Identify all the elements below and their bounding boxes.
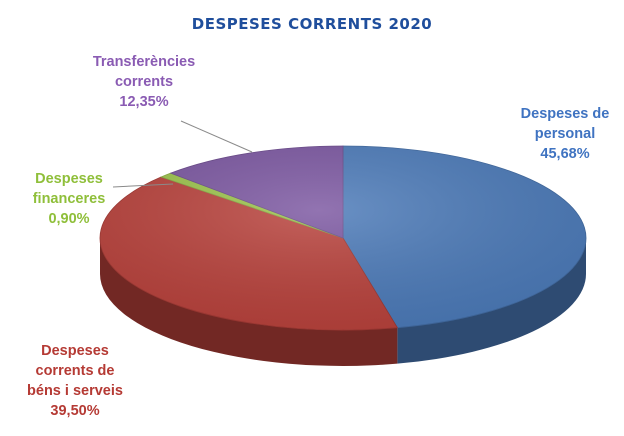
slice-label-group: Transferències corrents 12,35% [93, 54, 195, 110]
slice-label-group: Despeses financeres 0,90% [33, 171, 106, 227]
slice-label: corrents de [36, 363, 115, 379]
slice-label: personal [535, 126, 595, 142]
slice-label: Despeses [35, 171, 103, 187]
slice-label-group: Despeses de personal 45,68% [521, 106, 610, 162]
pie-sheen [100, 146, 586, 330]
slice-label: Despeses de [521, 106, 610, 122]
slice-label-group: Despeses corrents de béns i serveis 39,50% [27, 343, 123, 419]
slice-label: Transferències [93, 54, 195, 70]
slice-value-label: 12,35% [119, 94, 168, 110]
slice-label: Despeses [41, 343, 109, 359]
chart-title: DESPESES CORRENTS 2020 [192, 15, 432, 33]
slice-value-label: 39,50% [50, 403, 99, 419]
slice-label: béns i serveis [27, 383, 123, 399]
slice-value-label: 0,90% [48, 211, 89, 227]
slice-value-label: 45,68% [540, 146, 589, 162]
pie-slice-side [397, 238, 586, 364]
slice-label: financeres [33, 191, 106, 207]
pie-slice-side [100, 238, 398, 366]
slice-label: corrents [115, 74, 173, 90]
leader-line [180, 120, 253, 153]
leader-line [112, 183, 174, 188]
